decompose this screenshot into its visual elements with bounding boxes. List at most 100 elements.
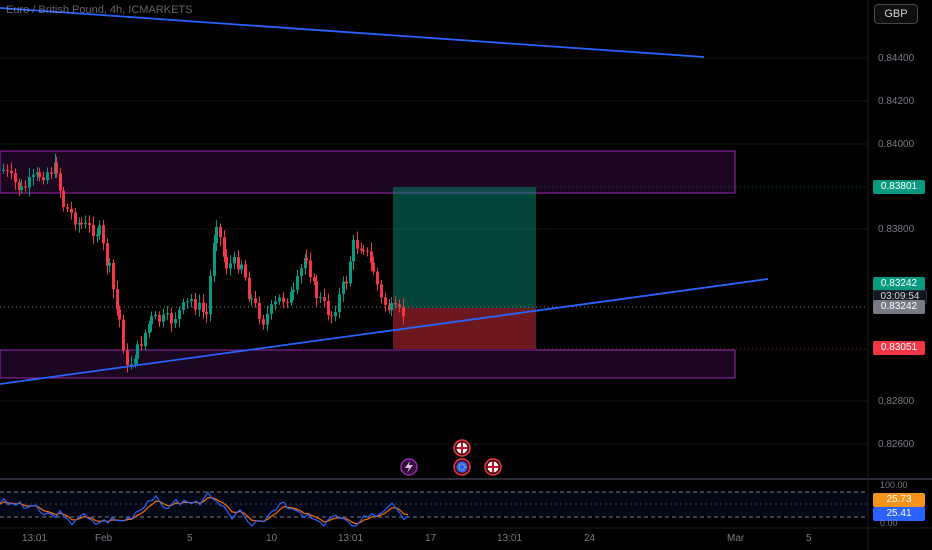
- eu-flag-icon[interactable]: [453, 458, 471, 476]
- candle-body: [372, 262, 375, 272]
- candle-body: [134, 358, 137, 365]
- time-tick: 17: [425, 533, 437, 544]
- candle-body: [233, 257, 236, 264]
- candle-body: [258, 302, 261, 320]
- candle-body: [38, 172, 41, 178]
- candle-body: [140, 344, 143, 347]
- candle-body: [205, 311, 208, 315]
- candle-body: [300, 268, 303, 277]
- lower-trendline[interactable]: [0, 278, 769, 385]
- candle-body: [292, 289, 295, 292]
- candle-body: [28, 177, 31, 188]
- candle-body: [398, 304, 401, 307]
- currency-button[interactable]: GBP: [874, 4, 918, 24]
- candle-body: [166, 313, 169, 315]
- price-tick: 0.82600: [878, 439, 915, 450]
- candle-body: [370, 251, 373, 263]
- candle-body: [282, 297, 285, 302]
- candle-body: [327, 300, 330, 316]
- candle-body: [126, 350, 129, 366]
- candle-body: [384, 297, 387, 305]
- candle-body: [154, 314, 157, 317]
- gb-flag-icon[interactable]: [453, 439, 471, 457]
- candle-body: [376, 271, 379, 285]
- candle-body: [388, 304, 391, 311]
- candle-body: [225, 256, 228, 269]
- candle-body: [162, 314, 165, 322]
- candle-body: [194, 299, 197, 310]
- candle-body: [112, 263, 115, 290]
- candle-body: [14, 172, 17, 183]
- candle-body: [290, 291, 293, 303]
- candle-body: [18, 182, 21, 190]
- candle-body: [122, 319, 125, 351]
- candle-body: [182, 302, 185, 311]
- candle-body: [352, 239, 355, 262]
- candle-body: [286, 301, 289, 303]
- candle-body: [136, 344, 139, 359]
- candle-body: [24, 186, 27, 188]
- candle-body: [394, 303, 397, 305]
- candle-body: [319, 297, 322, 299]
- candle-body: [305, 257, 308, 261]
- candle-body: [338, 294, 341, 313]
- candle-body: [360, 248, 363, 251]
- target-price-tag[interactable]: 0.83801: [873, 180, 925, 194]
- candle-body: [266, 313, 269, 325]
- candle-body: [304, 257, 307, 269]
- gb-flag-icon-2[interactable]: [484, 458, 502, 476]
- candle-body: [240, 264, 243, 270]
- candle-body: [213, 243, 216, 276]
- upper-trendline[interactable]: [0, 7, 705, 58]
- time-tick: 5: [806, 533, 812, 544]
- candle-body: [229, 263, 232, 269]
- time-tick: 13:01: [22, 533, 48, 544]
- price-tick: 0.82800: [878, 396, 915, 407]
- time-tick: Mar: [727, 533, 745, 544]
- current-price-tag[interactable]: 0.83242: [873, 277, 925, 291]
- candle-body: [270, 304, 273, 314]
- candle-body: [144, 332, 147, 347]
- oscillator-band: [0, 492, 868, 517]
- lightning-icon[interactable]: [400, 458, 418, 476]
- candle-body: [323, 297, 326, 301]
- candle-body: [36, 172, 39, 175]
- current-price-tag-gray[interactable]: 0.83242: [873, 300, 925, 314]
- candle-body: [366, 250, 369, 252]
- candle-body: [84, 222, 87, 225]
- candle-body: [296, 276, 299, 290]
- candle-body: [362, 250, 365, 252]
- candle-body: [262, 319, 265, 325]
- candle-body: [46, 172, 49, 181]
- candle-body: [402, 306, 405, 317]
- candle-body: [198, 302, 201, 310]
- candle-body: [254, 298, 257, 303]
- candle-body: [32, 174, 35, 178]
- candle-body: [74, 212, 77, 225]
- price-tick: 0.84000: [878, 139, 915, 150]
- candle-body: [380, 284, 383, 298]
- candle-body: [55, 162, 58, 174]
- candle-body: [349, 261, 352, 284]
- candle-body: [70, 208, 73, 213]
- candle-body: [59, 173, 62, 191]
- supply-zone[interactable]: [0, 150, 736, 194]
- stop-price-tag[interactable]: 0.83051: [873, 341, 925, 355]
- time-tick: 10: [266, 533, 278, 544]
- oscillator-tick: 0.00: [880, 518, 898, 528]
- candle-body: [209, 275, 212, 315]
- candle-body: [342, 281, 345, 295]
- candle-body: [116, 289, 119, 310]
- candle-body: [102, 225, 105, 244]
- candle-body: [219, 226, 222, 238]
- demand-zone[interactable]: [0, 349, 736, 379]
- candle-body: [50, 172, 53, 174]
- symbol-title[interactable]: Euro / British Pound, 4h, ICMARKETS: [6, 4, 193, 16]
- position-target-zone[interactable]: [393, 187, 536, 308]
- candle-body: [186, 301, 189, 303]
- candle-body: [190, 299, 193, 302]
- candle-body: [66, 207, 69, 209]
- candle-body: [309, 260, 312, 278]
- candle-body: [237, 257, 240, 270]
